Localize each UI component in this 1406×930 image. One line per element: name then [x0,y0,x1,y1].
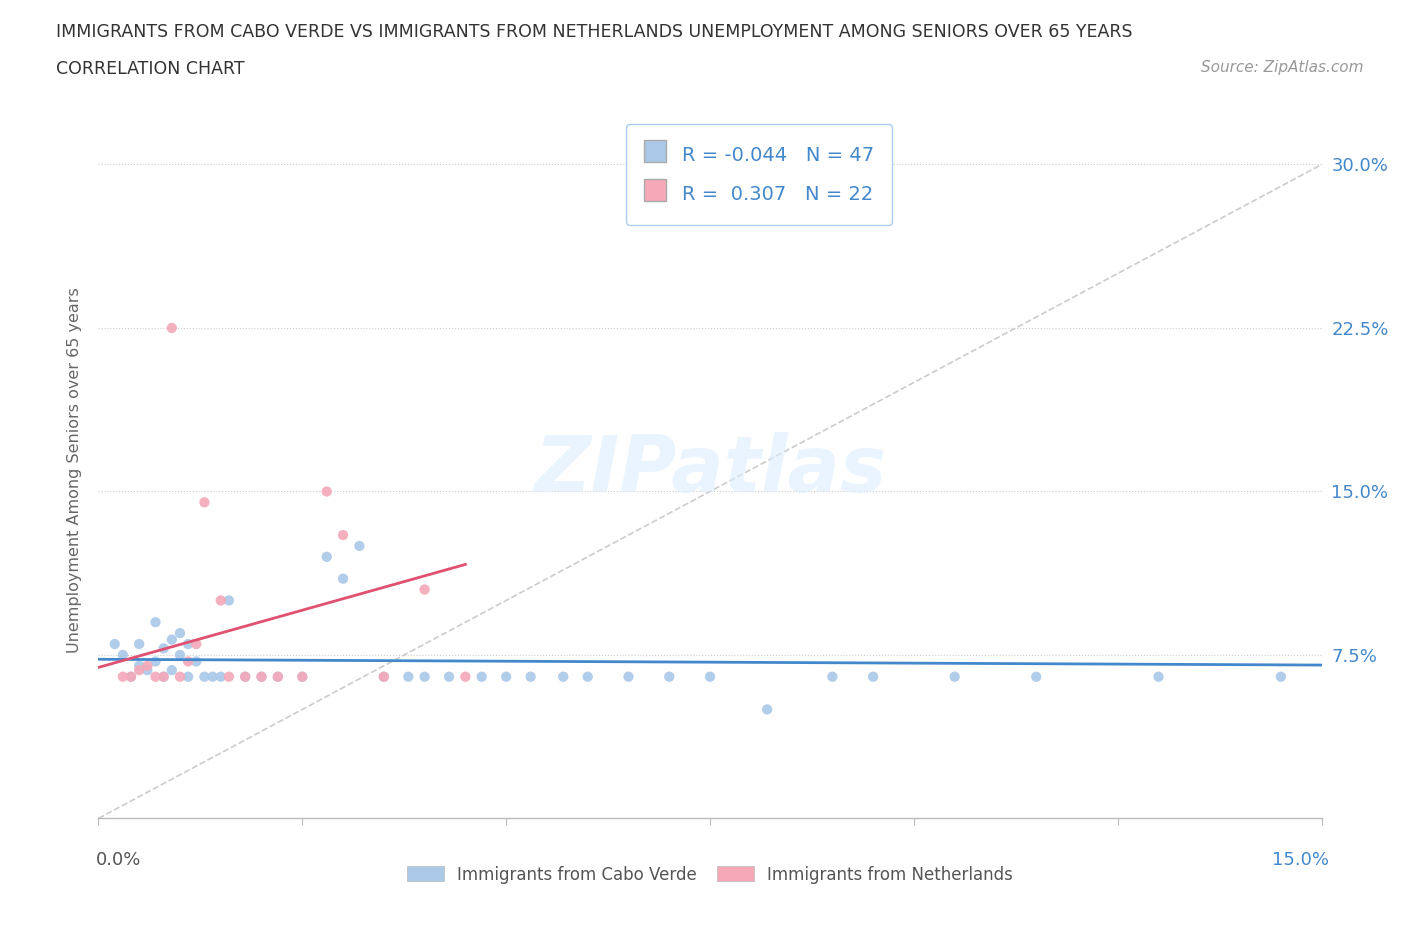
Text: Source: ZipAtlas.com: Source: ZipAtlas.com [1201,60,1364,75]
Point [332,571,354,586]
Point [233,670,256,684]
Legend: Immigrants from Cabo Verde, Immigrants from Netherlands: Immigrants from Cabo Verde, Immigrants f… [401,859,1019,890]
Point [160,632,183,647]
Point [152,641,174,656]
Point [193,670,215,684]
Point [553,670,575,684]
Point [291,670,314,684]
Point [218,593,240,608]
Point [120,670,142,684]
Point [128,658,150,673]
Point [1147,670,1170,684]
Point [471,670,494,684]
Point [617,670,640,684]
Point [209,593,232,608]
Point [250,670,273,684]
Text: 0.0%: 0.0% [96,851,141,870]
Point [437,670,460,684]
Point [699,670,721,684]
Point [201,670,224,684]
Point [576,670,599,684]
Point [519,670,541,684]
Point [267,670,290,684]
Point [250,670,273,684]
Point [128,637,150,652]
Point [315,550,337,565]
Point [218,670,240,684]
Point [177,670,200,684]
Point [152,670,174,684]
Point [315,484,337,498]
Point [193,495,215,510]
Point [128,663,150,678]
Point [413,670,436,684]
Point [136,663,159,678]
Point [267,670,290,684]
Point [145,615,167,630]
Text: IMMIGRANTS FROM CABO VERDE VS IMMIGRANTS FROM NETHERLANDS UNEMPLOYMENT AMONG SEN: IMMIGRANTS FROM CABO VERDE VS IMMIGRANTS… [56,23,1133,41]
Point [111,670,134,684]
Point [1270,670,1292,684]
Point [821,670,844,684]
Y-axis label: Unemployment Among Seniors over 65 years: Unemployment Among Seniors over 65 years [66,286,82,653]
Point [233,670,256,684]
Point [454,670,477,684]
Point [104,637,127,652]
Point [332,527,354,542]
Point [136,658,159,673]
Point [120,670,142,684]
Point [186,637,208,652]
Point [152,670,174,684]
Point [495,670,517,684]
Point [373,670,395,684]
Point [111,647,134,662]
Point [177,637,200,652]
Point [658,670,681,684]
Point [413,582,436,597]
Point [160,663,183,678]
Point [209,670,232,684]
Point [396,670,419,684]
Point [145,670,167,684]
Point [349,538,371,553]
Text: ZIPatlas: ZIPatlas [534,432,886,508]
Point [169,670,191,684]
Point [169,647,191,662]
Point [291,670,314,684]
Point [373,670,395,684]
Point [943,670,966,684]
Point [1025,670,1047,684]
Text: 15.0%: 15.0% [1271,851,1329,870]
Point [160,321,183,336]
Point [862,670,884,684]
Point [145,654,167,669]
Point [169,626,191,641]
Point [177,654,200,669]
Text: CORRELATION CHART: CORRELATION CHART [56,60,245,78]
Point [186,654,208,669]
Point [756,702,779,717]
